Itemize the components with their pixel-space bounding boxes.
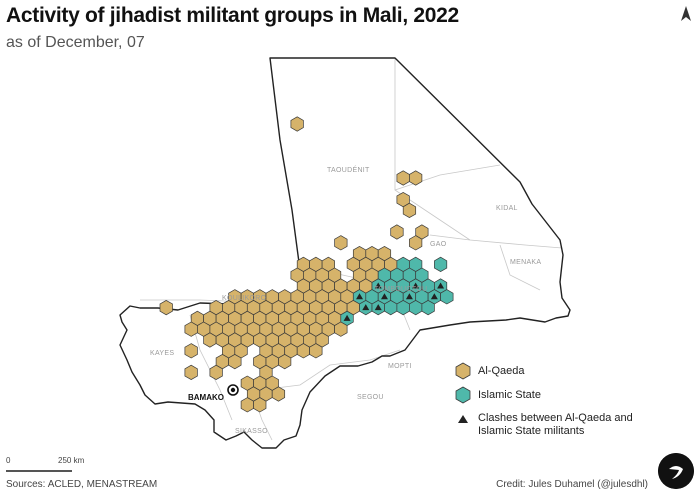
hexagon-islamic-state bbox=[421, 299, 435, 316]
region-label-sikasso: SIKASSO bbox=[235, 428, 268, 435]
capital-dot-center bbox=[230, 387, 236, 393]
hexagon-alqaeda bbox=[271, 386, 286, 402]
hexagon-alqaeda bbox=[240, 397, 254, 413]
map-subtitle: as of December, 07 bbox=[6, 34, 145, 51]
region-border-line bbox=[394, 164, 501, 191]
hexagon-alqaeda bbox=[253, 397, 267, 413]
hexagon-alqaeda bbox=[309, 343, 323, 359]
region-label-kidal: KIDAL bbox=[496, 205, 518, 212]
legend: Al-Qaeda Islamic State Clashes between A… bbox=[454, 362, 648, 444]
hexagon-islamic-state bbox=[396, 299, 410, 316]
hexagon-alqaeda bbox=[396, 170, 410, 186]
clash-triangle bbox=[437, 282, 445, 289]
hexagon-islamic-state bbox=[409, 299, 423, 316]
legend-label-islamic-state: Islamic State bbox=[478, 389, 541, 401]
hexagon-islamic-state bbox=[434, 256, 448, 273]
region-border-line bbox=[499, 244, 541, 291]
hexagon-islamic-state bbox=[440, 289, 454, 305]
legend-item-alqaeda: Al-Qaeda bbox=[454, 362, 648, 380]
region-label-gao: GAO bbox=[430, 241, 447, 248]
clash-triangle bbox=[380, 293, 388, 300]
credit-note: Credit: Jules Duhamel (@julesdhl) bbox=[496, 479, 648, 490]
hexagon-alqaeda bbox=[203, 332, 217, 348]
region-label-segou: SEGOU bbox=[357, 394, 384, 401]
hexagon-alqaeda bbox=[159, 299, 173, 316]
scale-bar: 0 250 km bbox=[6, 456, 84, 472]
hexagon-alqaeda bbox=[184, 364, 198, 381]
sources-note: Sources: ACLED, MENASTREAM bbox=[6, 479, 158, 490]
scale-distance-label: 250 km bbox=[58, 456, 85, 465]
legend-label-clashes: Clashes between Al-Qaeda and Islamic Sta… bbox=[478, 412, 633, 437]
capital-label-bamako: BAMAKO bbox=[188, 393, 224, 402]
clash-triangle bbox=[374, 282, 382, 289]
region-label-mopti: MOPTI bbox=[388, 363, 412, 370]
map-title: Activity of jihadist militant groups in … bbox=[6, 4, 459, 27]
hexagon-alqaeda bbox=[334, 235, 348, 251]
hexagon-alqaeda bbox=[296, 343, 310, 359]
region-label-kayes: KAYES bbox=[150, 350, 174, 357]
clash-triangle bbox=[374, 304, 382, 311]
hexagon-islamic-state bbox=[384, 299, 398, 316]
hexagon-alqaeda bbox=[402, 202, 417, 219]
legend-item-clashes: Clashes between Al-Qaeda and Islamic Sta… bbox=[454, 410, 648, 438]
hexagon-alqaeda bbox=[209, 364, 223, 381]
clash-triangle bbox=[412, 282, 420, 289]
region-label-taoudenit: TAOUDÉNIT bbox=[327, 165, 370, 174]
region-label-koulikoro: KOULIKORO bbox=[222, 295, 267, 302]
region-border-line bbox=[429, 234, 563, 249]
north-arrow-icon bbox=[681, 6, 691, 21]
hexagon-alqaeda bbox=[228, 353, 242, 370]
hexagon-alqaeda bbox=[184, 321, 198, 337]
hexagon-alqaeda bbox=[278, 353, 292, 370]
region-label-menaka: MENAKA bbox=[510, 259, 541, 266]
clash-triangle bbox=[405, 293, 413, 300]
clash-triangle bbox=[356, 293, 364, 300]
scale-zero-label: 0 bbox=[6, 456, 11, 465]
hexagon-alqaeda bbox=[409, 235, 423, 251]
region-label-tombouctou: TOMBOUCTOU bbox=[374, 286, 427, 293]
clash-markers bbox=[343, 282, 445, 321]
hexagon-alqaeda bbox=[184, 343, 198, 359]
hexagon-alqaeda bbox=[390, 224, 404, 240]
hexagon-islamic-state-icon bbox=[455, 386, 471, 404]
clash-triangle bbox=[430, 293, 438, 300]
clash-triangle bbox=[343, 314, 351, 321]
hexagon-alqaeda bbox=[290, 116, 304, 132]
hexagon-activity-grid bbox=[159, 116, 454, 413]
scale-line bbox=[6, 470, 72, 472]
hexagon-alqaeda bbox=[334, 321, 348, 337]
triangle-icon bbox=[458, 415, 468, 423]
hexagon-alqaeda-icon bbox=[455, 362, 471, 380]
region-border-line bbox=[270, 57, 471, 241]
clash-triangle bbox=[362, 304, 370, 311]
legend-label-alqaeda: Al-Qaeda bbox=[478, 365, 525, 377]
hexagon-alqaeda bbox=[409, 170, 423, 186]
legend-item-islamic-state: Islamic State bbox=[454, 386, 648, 404]
author-logo-icon bbox=[658, 453, 694, 489]
